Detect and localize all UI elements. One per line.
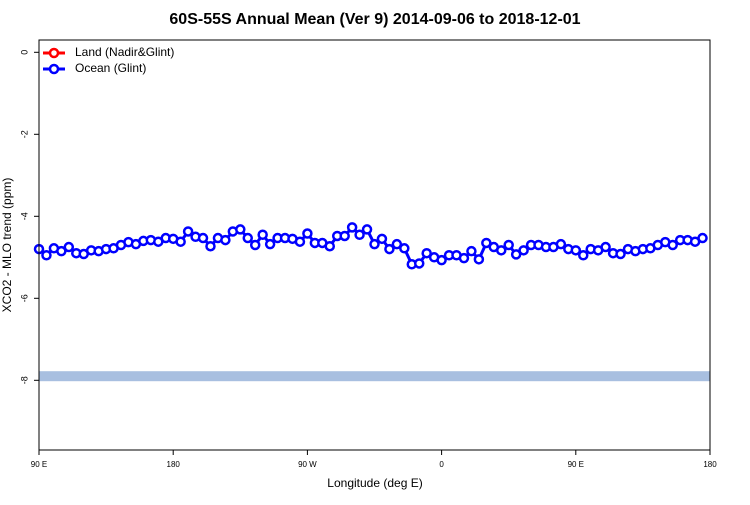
data-point [413, 258, 425, 269]
x-axis-label: Longitude (deg E) [327, 476, 422, 490]
data-point [197, 232, 209, 244]
data-point [354, 229, 365, 240]
data-point [205, 240, 216, 252]
x-tick-label: 90 E [31, 460, 47, 469]
x-tick-label: 0 [439, 460, 444, 469]
y-tick-label: -8 [19, 376, 29, 384]
data-point [376, 233, 388, 245]
legend-label: Land (Nadir&Glint) [75, 45, 174, 59]
data-point [257, 229, 268, 240]
data-point [369, 238, 380, 250]
data-point [391, 238, 403, 250]
data-point [600, 241, 611, 253]
data-point [41, 250, 52, 261]
data-point [578, 250, 589, 261]
legend-label: Ocean (Glint) [75, 61, 146, 75]
data-point [384, 243, 395, 255]
data-point [503, 239, 514, 251]
data-point [421, 247, 432, 259]
data-point [481, 237, 492, 249]
data-point [570, 245, 582, 256]
x-tick-label: 90 E [568, 460, 584, 469]
data-point [324, 240, 336, 252]
data-point [466, 245, 477, 257]
data-point [339, 230, 350, 242]
data-point [182, 226, 194, 237]
data-point [495, 245, 507, 256]
plot-frame [38, 39, 711, 451]
x-tick-label: 90 W [298, 460, 317, 469]
data-point [56, 245, 67, 257]
data-point [249, 239, 261, 251]
data-point [399, 243, 410, 254]
data-point [510, 249, 522, 260]
data-point [436, 254, 447, 266]
data-point [458, 252, 470, 264]
data-point [294, 236, 306, 247]
band [39, 371, 710, 382]
legend-marker [48, 47, 60, 59]
y-tick-label: -6 [19, 294, 29, 302]
data-point [63, 241, 75, 253]
data-point [175, 236, 186, 247]
legend-marker [48, 63, 60, 75]
data-point [473, 254, 485, 265]
y-axis-label: XCO2 - MLO trend (ppm) [0, 178, 14, 313]
data-point [555, 238, 567, 250]
data-point [220, 234, 231, 246]
data-point [242, 232, 254, 244]
data-point [264, 238, 276, 250]
data-point [518, 245, 529, 256]
y-tick-label: -2 [19, 130, 29, 138]
y-tick-label: -4 [19, 212, 29, 220]
data-point [615, 248, 626, 260]
data-point [302, 228, 313, 239]
data-point [667, 239, 678, 251]
y-tick-label: 0 [19, 50, 29, 55]
x-tick-label: 180 [167, 460, 181, 469]
data-point [346, 222, 358, 233]
chart-title: 60S-55S Annual Mean (Ver 9) 2014-09-06 t… [169, 11, 580, 28]
data-point [235, 224, 246, 235]
x-tick-label: 180 [703, 460, 717, 469]
data-point [697, 232, 708, 244]
data-point [361, 224, 373, 235]
